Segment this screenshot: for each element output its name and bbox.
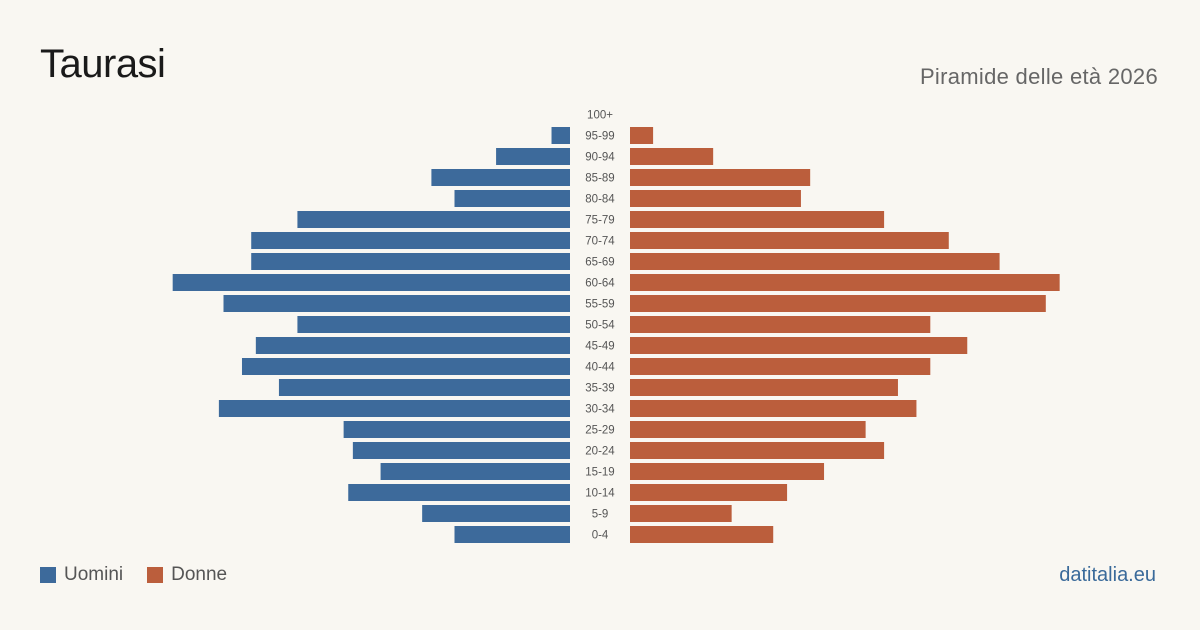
bar-men-70-74 [251, 232, 570, 249]
bar-men-25-29 [343, 421, 570, 438]
legend-label-men: Uomini [64, 564, 124, 585]
bar-women-85-89 [630, 169, 811, 186]
age-label: 100+ [587, 110, 613, 122]
bar-men-65-69 [251, 253, 570, 270]
age-label: 50-54 [585, 320, 615, 332]
bar-men-45-49 [255, 337, 570, 354]
legend: Uomini Donne [40, 564, 227, 586]
age-label: 60-64 [585, 278, 615, 290]
bar-men-40-44 [241, 358, 571, 375]
chart-title: Taurasi [40, 42, 166, 86]
bar-men-55-59 [223, 295, 570, 312]
bar-men-5-9 [422, 505, 570, 522]
bar-women-95-99 [630, 127, 654, 144]
legend-label-women: Donne [171, 564, 228, 585]
bar-women-15-19 [630, 463, 825, 480]
age-label: 45-49 [585, 341, 614, 353]
age-label: 75-79 [585, 215, 614, 227]
age-label: 25-29 [585, 425, 614, 437]
source-link[interactable]: datitalia.eu [1059, 564, 1156, 586]
age-label: 10-14 [585, 488, 615, 500]
age-label: 55-59 [585, 299, 614, 311]
age-label: 20-24 [585, 446, 615, 458]
bar-men-10-14 [348, 484, 570, 501]
bar-women-0-4 [630, 526, 774, 543]
bar-women-35-39 [630, 379, 898, 396]
legend-item-women: Donne [147, 564, 227, 586]
age-label: 95-99 [585, 131, 614, 143]
bar-men-0-4 [454, 526, 570, 543]
bar-men-35-39 [278, 379, 570, 396]
age-label: 35-39 [585, 383, 614, 395]
age-label: 40-44 [585, 362, 615, 374]
bar-men-80-84 [454, 190, 570, 207]
bar-women-20-24 [630, 442, 885, 459]
bar-women-5-9 [630, 505, 732, 522]
bar-women-60-64 [630, 274, 1060, 291]
bar-men-90-94 [496, 148, 570, 165]
bar-women-25-29 [630, 421, 866, 438]
legend-swatch-women [147, 567, 164, 583]
bar-women-45-49 [630, 337, 968, 354]
bar-women-50-54 [630, 316, 931, 333]
age-label: 0-4 [592, 530, 609, 542]
bar-men-50-54 [297, 316, 570, 333]
bar-men-20-24 [352, 442, 570, 459]
bar-women-40-44 [630, 358, 931, 375]
age-label: 70-74 [585, 236, 615, 248]
bar-women-80-84 [630, 190, 801, 207]
age-label: 85-89 [585, 173, 614, 185]
age-label: 80-84 [585, 194, 615, 206]
bar-men-15-19 [380, 463, 570, 480]
age-label: 30-34 [585, 404, 615, 416]
age-label: 5-9 [592, 509, 609, 521]
bar-women-65-69 [630, 253, 1000, 270]
age-label: 15-19 [585, 467, 614, 479]
bar-women-70-74 [630, 232, 949, 249]
bar-men-85-89 [431, 169, 570, 186]
bar-men-60-64 [172, 274, 570, 291]
bar-men-75-79 [297, 211, 570, 228]
age-label: 90-94 [585, 152, 615, 164]
bar-women-75-79 [630, 211, 885, 228]
legend-swatch-men [40, 567, 56, 583]
bar-women-90-94 [630, 148, 714, 165]
age-label: 65-69 [585, 257, 614, 269]
bar-women-10-14 [630, 484, 788, 501]
bar-men-30-34 [218, 400, 570, 417]
bar-women-55-59 [630, 295, 1046, 312]
legend-item-men: Uomini [40, 564, 123, 586]
chart-subtitle: Piramide delle età 2026 [919, 64, 1158, 89]
bar-men-95-99 [551, 127, 570, 144]
bar-women-30-34 [630, 400, 917, 417]
